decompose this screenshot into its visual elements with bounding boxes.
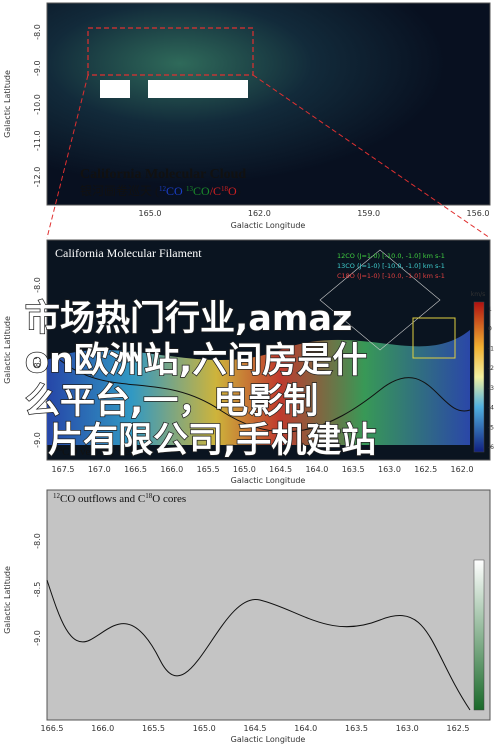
x-tick-label: 163.5 (345, 724, 368, 733)
panel-caption: 13CO velocity field (55, 445, 139, 458)
colorbar-tick-label: -1 (488, 345, 494, 352)
colorbar-tick-label: -2 (488, 365, 494, 372)
velocity-field (47, 330, 470, 445)
x-tick-label: 165.5 (142, 724, 165, 733)
x-tick-label: 162.5 (447, 724, 470, 733)
x-tick-label: 166.0 (160, 465, 183, 474)
legend-entry: C18O (J=1-0) [-10.0, -1.0] km s-1 (337, 272, 445, 280)
y-tick-label: -9.0 (33, 60, 42, 76)
x-tick-label: 167.0 (88, 465, 111, 474)
x-tick-label: 162.5 (414, 465, 437, 474)
colorbar (473, 559, 485, 711)
y-tick-label: -8.5 (33, 582, 42, 598)
x-tick-label: 164.0 (305, 465, 328, 474)
x-tick-label: 164.5 (269, 465, 292, 474)
x-tick-label: 156.0 (467, 209, 490, 218)
y-tick-label: -12.0 (33, 167, 42, 188)
x-tick-label: 164.0 (294, 724, 317, 733)
cloud-map (46, 2, 491, 206)
y-tick-label: -8.0 (33, 24, 42, 40)
x-tick-label: 163.0 (378, 465, 401, 474)
x-tick-label: 163.5 (342, 465, 365, 474)
colorbar-tick-label: -4 (488, 405, 494, 412)
y-axis-label: Galactic Latitude (3, 566, 12, 634)
y-tick-label: -10.0 (33, 94, 42, 115)
colorbar-unit: km/s (471, 291, 485, 298)
x-tick-label: 165.0 (139, 209, 162, 218)
legend-entry: 13CO (J=1-0) [-10.0, -1.0] km s-1 (337, 262, 445, 270)
y-axis-label: Galactic Latitude (3, 316, 12, 384)
x-tick-label: 165.0 (233, 465, 256, 474)
colorbar-tick-label: 1 (488, 306, 492, 313)
x-tick-label: 166.5 (124, 465, 147, 474)
colorbar (473, 301, 485, 453)
y-tick-label: -11.0 (33, 130, 42, 151)
x-tick-label: 159.0 (357, 209, 380, 218)
legend-entry: 12CO (J=1-0) [-10.0, -1.0] km s-1 (337, 252, 445, 260)
x-axis-label: Galactic Longitude (231, 476, 306, 485)
colorbar-tick-label: -3 (488, 385, 494, 392)
x-axis-label: Galactic Longitude (231, 735, 306, 744)
x-tick-label: 163.0 (396, 724, 419, 733)
overlay-text: 片有限公司,手机建站 (48, 421, 376, 461)
colorbar-tick-label: -5 (488, 424, 494, 431)
x-tick-label: 166.0 (91, 724, 114, 733)
overlay-text: 么平台,一，电影制 (25, 382, 318, 422)
x-tick-label: 162.0 (451, 465, 474, 474)
x-tick-label: 166.5 (41, 724, 64, 733)
overlay-text: 市场热门行业,amaz (25, 299, 352, 339)
panel-title: 12CO outflows and C18O cores (53, 492, 186, 505)
mask (148, 80, 248, 98)
colorbar-tick-label: -6 (488, 444, 494, 451)
x-tick-label: 165.0 (193, 724, 216, 733)
filament-trace (59, 359, 471, 433)
y-tick-label: -8.0 (33, 277, 42, 293)
x-tick-label: 162.0 (248, 209, 271, 218)
outflow-map (46, 489, 491, 721)
y-tick-label: -9.0 (33, 432, 42, 448)
zoom-box (87, 27, 254, 76)
region-outline (319, 249, 441, 351)
x-axis-label: Galactic Longitude (231, 221, 306, 230)
panel-title: California Molecular Filament (55, 246, 202, 260)
x-tick-label: 164.5 (244, 724, 267, 733)
y-tick-label: -9.0 (33, 630, 42, 646)
x-tick-label: 167.5 (52, 465, 75, 474)
panel-title: California Molecular Cloud (80, 167, 246, 182)
x-tick-label: 165.5 (197, 465, 220, 474)
filament-trace (46, 579, 471, 711)
zoom-line (46, 74, 89, 239)
panel-subtitle: 银河画卷巡天 (12CO/13CO/C18O) (80, 183, 241, 198)
y-tick-label: -8.0 (33, 533, 42, 549)
mask (100, 80, 130, 98)
region-box (412, 317, 456, 359)
overlay-text: on欧洲站,六间房是什 (25, 341, 367, 381)
y-tick-label: -8.5 (33, 355, 42, 371)
colorbar-tick-label: 0 (488, 326, 492, 333)
y-axis-label: Galactic Latitude (3, 70, 12, 138)
